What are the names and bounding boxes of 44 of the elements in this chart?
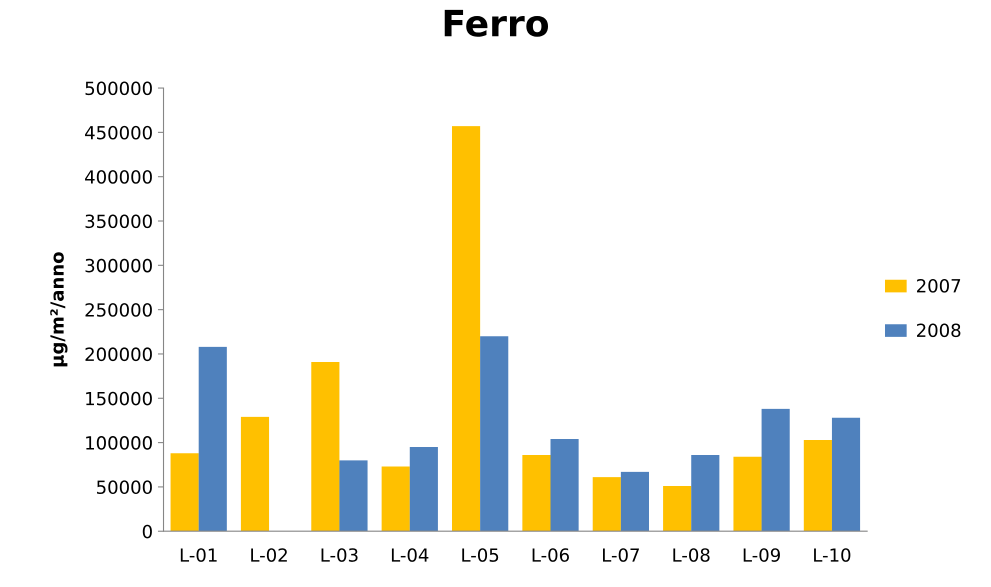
bar bbox=[550, 439, 579, 532]
x-tick-label: L-01 bbox=[180, 548, 217, 562]
bar bbox=[198, 346, 227, 532]
chart-title: Ferro bbox=[444, 10, 548, 37]
bar bbox=[410, 447, 438, 532]
x-tick-label: L-05 bbox=[462, 548, 498, 562]
x-tick-label: L-02 bbox=[251, 548, 287, 562]
y-tick-label: 250000 bbox=[85, 303, 152, 317]
x-tick-label: L-07 bbox=[603, 548, 639, 562]
x-tick-label: L-08 bbox=[673, 548, 710, 562]
bar bbox=[170, 453, 199, 532]
y-tick-label: 400000 bbox=[85, 170, 152, 184]
legend-label: 2007 bbox=[917, 278, 960, 293]
x-tick-label: L-10 bbox=[814, 548, 850, 562]
y-tick-label: 200000 bbox=[85, 347, 152, 362]
y-tick-label: 0 bbox=[142, 524, 152, 538]
x-tick-label: L-09 bbox=[744, 548, 780, 562]
bar bbox=[592, 477, 621, 532]
bar bbox=[832, 418, 860, 532]
bar bbox=[663, 486, 692, 532]
bar bbox=[762, 408, 790, 532]
y-axis-title: µg/m²/anno bbox=[50, 252, 68, 366]
x-tick-label: L-03 bbox=[322, 548, 358, 562]
bar bbox=[522, 455, 550, 532]
bar bbox=[240, 416, 270, 532]
y-tick-label: 300000 bbox=[86, 258, 152, 272]
legend-label: 2008 bbox=[917, 324, 960, 338]
bar bbox=[804, 440, 832, 532]
y-tick-label: 450000 bbox=[85, 126, 152, 140]
x-tick-label: L-04 bbox=[392, 548, 428, 562]
bar bbox=[339, 460, 368, 532]
bar bbox=[733, 456, 762, 532]
y-tick-label: 500000 bbox=[86, 82, 152, 96]
y-tick-label: 100000 bbox=[86, 436, 152, 450]
y-tick-label: 150000 bbox=[86, 392, 152, 406]
bar bbox=[382, 466, 410, 532]
bar bbox=[311, 362, 340, 532]
y-tick-label: 50000 bbox=[97, 480, 152, 494]
bar bbox=[480, 336, 508, 532]
bar bbox=[452, 126, 480, 532]
bar bbox=[691, 455, 720, 532]
bar bbox=[620, 472, 650, 532]
x-tick-label: L-06 bbox=[532, 548, 569, 562]
y-tick-label: 350000 bbox=[86, 214, 152, 228]
